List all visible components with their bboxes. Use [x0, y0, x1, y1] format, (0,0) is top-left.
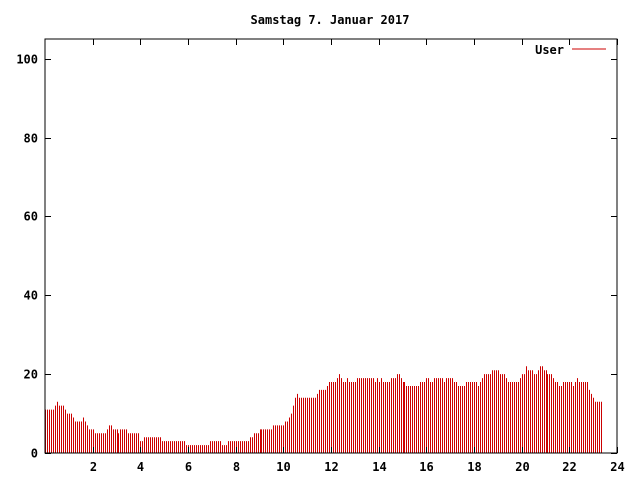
x-tick-label: 24 [610, 460, 624, 474]
y-tick-label: 20 [24, 368, 38, 382]
y-tick-label: 0 [31, 447, 38, 461]
y-tick-label: 100 [16, 53, 38, 67]
x-tick-label: 6 [185, 460, 192, 474]
x-tick-label: 10 [276, 460, 290, 474]
x-tick-label: 8 [233, 460, 240, 474]
x-tick-label: 12 [324, 460, 338, 474]
x-tick-label: 4 [137, 460, 144, 474]
y-tick-label: 60 [24, 210, 38, 224]
y-tick-label: 40 [24, 289, 38, 303]
y-tick-label: 80 [24, 132, 38, 146]
chart-title: Samstag 7. Januar 2017 [251, 13, 410, 27]
x-tick-label: 20 [515, 460, 529, 474]
bar-series [45, 366, 602, 453]
x-tick-label: 14 [372, 460, 386, 474]
y-axis: 0 20 40 60 80 100 [16, 53, 617, 461]
x-tick-label: 18 [467, 460, 481, 474]
x-tick-label: 2 [90, 460, 97, 474]
legend-label: User [535, 43, 564, 57]
x-tick-label: 16 [419, 460, 433, 474]
x-tick-label: 22 [562, 460, 576, 474]
x-axis: 2 4 6 8 10 12 14 16 18 20 22 24 [90, 39, 625, 474]
legend: User [535, 43, 606, 57]
